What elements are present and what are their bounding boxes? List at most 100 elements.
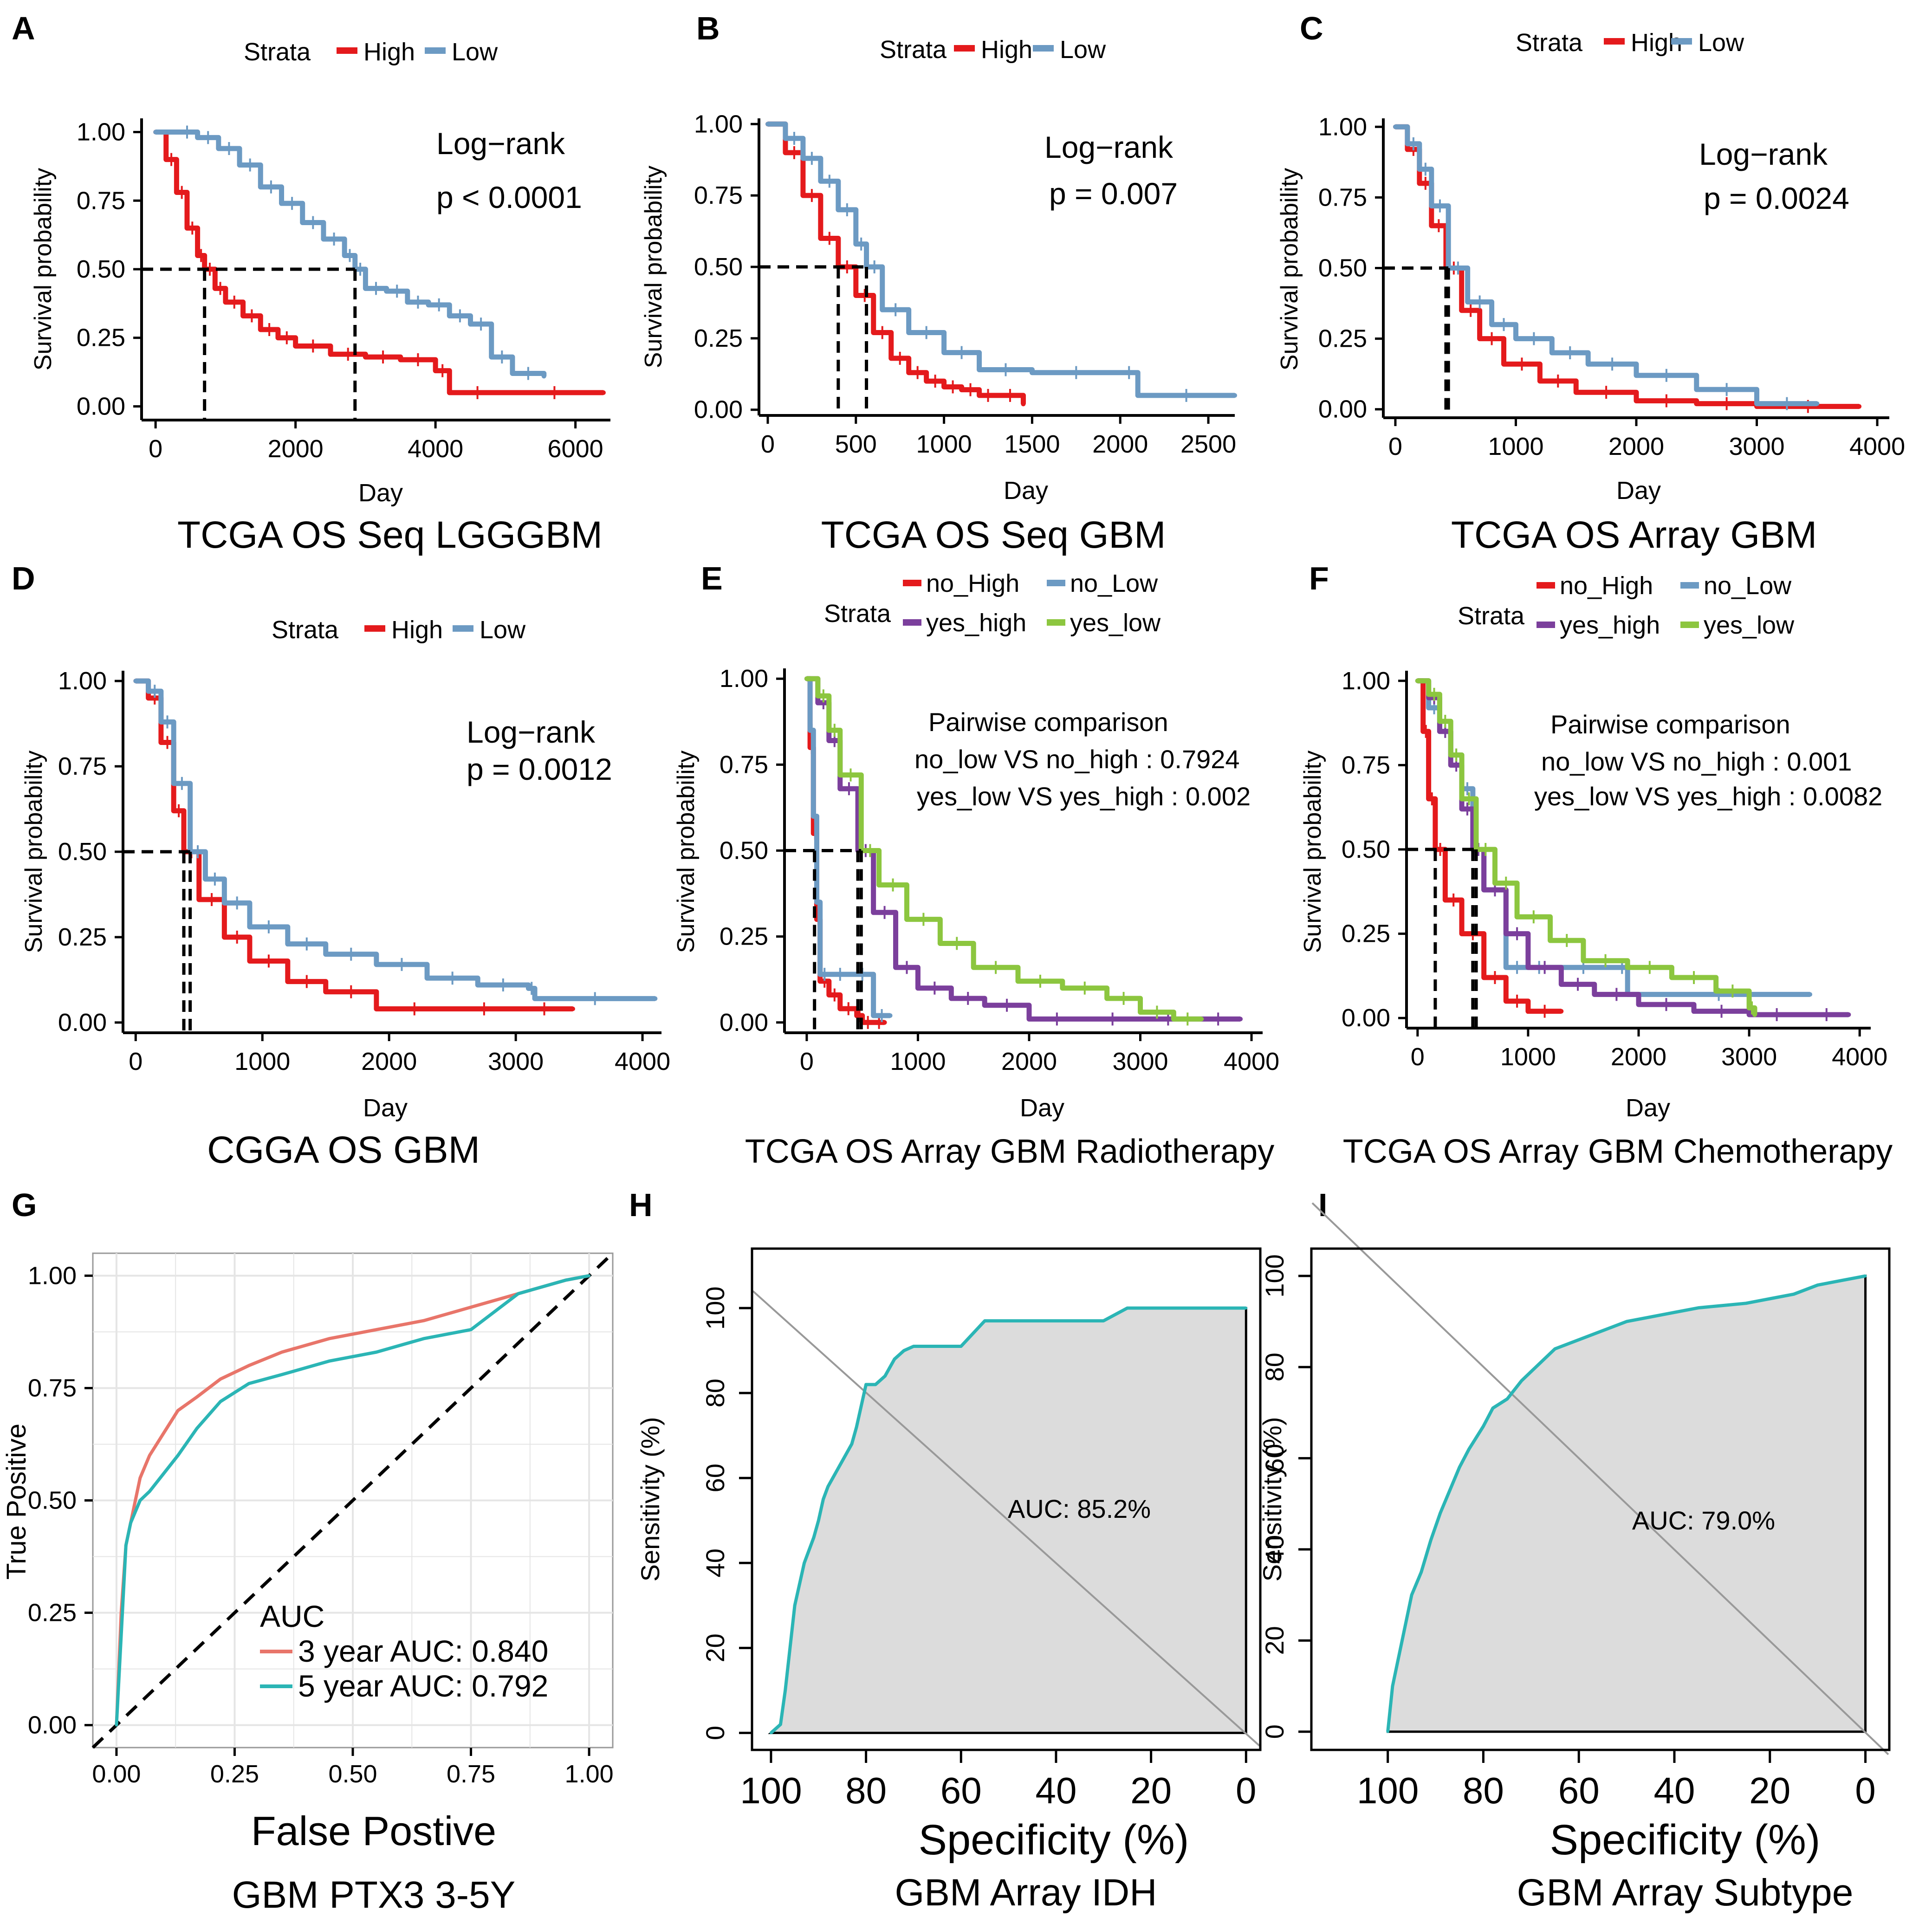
panel-label: C	[1300, 10, 1323, 46]
data-point	[1439, 1511, 1442, 1515]
legend-label: 5 year AUC: 0.792	[298, 1669, 548, 1703]
data-point	[1752, 1012, 1757, 1017]
x-tick-label: 2000	[268, 435, 324, 463]
y-tick-label: 0.50	[77, 255, 125, 283]
chart-title: TCGA OS Seq GBM	[821, 514, 1166, 556]
data-point	[1692, 1009, 1697, 1014]
data-point	[134, 1499, 137, 1502]
legend-title: AUC	[260, 1599, 324, 1633]
data-point	[1443, 897, 1448, 902]
y-tick-label: 0.50	[28, 1487, 77, 1515]
data-point	[247, 1382, 250, 1385]
data-point	[1135, 393, 1141, 398]
annotation: Pairwise comparison	[1550, 710, 1790, 739]
data-point	[788, 1646, 791, 1650]
data-point	[342, 253, 347, 258]
panel-D: D 0 1000 2000 3000 4000 0.00 0.25 0.50 0.75 1.00 Da…	[12, 560, 670, 1171]
data-point	[384, 289, 389, 294]
data-point	[138, 1499, 142, 1502]
legend-swatch	[903, 580, 921, 586]
x-axis-label: Day	[1626, 1094, 1670, 1122]
data-point	[475, 982, 480, 987]
series-group	[1393, 124, 1862, 413]
data-point	[1504, 998, 1509, 1004]
annotation: p = 0.0012	[467, 752, 612, 786]
median-lines	[142, 267, 357, 419]
y-tick-label: 1.00	[1318, 113, 1367, 141]
series-group	[765, 121, 1237, 407]
x-tick-label: 4000	[615, 1048, 670, 1075]
data-point	[162, 1431, 165, 1435]
data-point	[1625, 965, 1630, 970]
legend-swatch	[337, 47, 357, 54]
data-point	[812, 1536, 816, 1539]
data-point	[1592, 992, 1597, 997]
data-point	[1016, 978, 1021, 984]
data-point	[1104, 996, 1109, 1001]
data-point	[1138, 1017, 1143, 1022]
data-point	[1426, 692, 1431, 697]
data-point	[1458, 1466, 1461, 1469]
data-point	[510, 371, 515, 376]
y-tick-label: 0.50	[694, 253, 743, 281]
reference-diagonal	[752, 1290, 1260, 1747]
data-point	[854, 1013, 859, 1018]
data-point	[146, 695, 151, 700]
annotation: Log−rank	[1044, 130, 1173, 164]
legend-label: Low	[1060, 36, 1106, 64]
data-point	[115, 1723, 118, 1727]
data-point	[601, 390, 606, 395]
data-point	[1429, 223, 1434, 228]
data-point	[279, 201, 284, 206]
y-tick-label: 20	[700, 1633, 730, 1662]
x-tick-label: 0.50	[328, 1760, 377, 1788]
data-point	[949, 996, 954, 1001]
y-tick-label: 100	[1260, 1254, 1289, 1297]
series-group	[133, 678, 658, 1016]
x-tick-label: 0.00	[92, 1760, 141, 1788]
data-point	[1525, 1009, 1530, 1014]
data-point	[375, 1328, 378, 1331]
data-point	[1537, 378, 1543, 383]
data-point	[1481, 975, 1486, 980]
x-tick-label: 60	[940, 1770, 982, 1811]
data-point	[653, 996, 658, 1001]
data-point	[1232, 393, 1237, 398]
median-lines	[123, 850, 192, 1032]
data-point	[1030, 370, 1035, 375]
y-tick-label: 100	[700, 1286, 730, 1329]
data-point	[837, 772, 843, 777]
data-point	[541, 374, 546, 379]
y-tick-label: 1.00	[720, 665, 768, 693]
x-tick-label: 0.75	[447, 1760, 495, 1788]
x-tick-label: 80	[845, 1770, 887, 1811]
data-point	[1492, 881, 1498, 886]
data-point	[247, 958, 252, 964]
legend-swatch	[453, 625, 473, 632]
x-tick-label: 1000	[234, 1048, 290, 1075]
data-point	[960, 1345, 963, 1348]
data-point	[532, 996, 538, 1001]
y-axis-label: Survival probability	[20, 751, 47, 953]
data-point	[174, 190, 179, 195]
data-point	[398, 357, 403, 362]
series-line-high	[156, 130, 603, 395]
data-point	[203, 876, 208, 881]
data-point	[1405, 141, 1410, 146]
legend-swatch	[1604, 38, 1625, 45]
x-tick-label: 3000	[1729, 433, 1784, 460]
y-tick-label: 0.50	[720, 837, 768, 865]
x-tick-label: 1.00	[565, 1760, 614, 1788]
data-point	[804, 676, 809, 681]
y-tick-label: 0.75	[1342, 751, 1390, 779]
data-point	[258, 184, 263, 189]
data-point	[513, 1006, 519, 1011]
data-point	[588, 1274, 591, 1277]
legend-label: no_High	[926, 570, 1019, 597]
data-point	[285, 979, 290, 984]
x-axis-label: Day	[358, 479, 403, 507]
data-point	[196, 897, 201, 902]
data-point	[893, 1357, 896, 1360]
x-tick-label: 3000	[488, 1048, 544, 1075]
data-point	[363, 355, 368, 360]
